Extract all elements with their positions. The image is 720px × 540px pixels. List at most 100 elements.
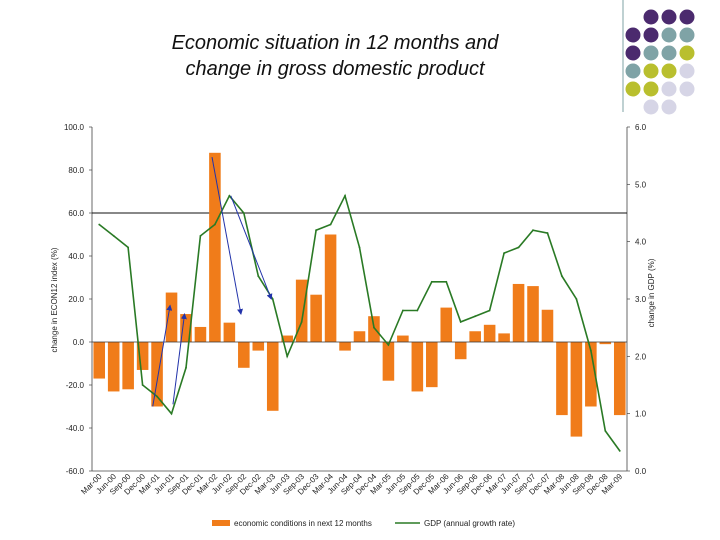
gdp-point-Mar-06 (445, 280, 448, 283)
decorative-dot (625, 63, 641, 79)
gdp-point-Mar-05 (387, 343, 390, 346)
decorative-dot (661, 99, 677, 115)
gdp-point-Sep-07 (532, 229, 534, 232)
decorative-dot (679, 45, 695, 61)
decorative-dot (679, 27, 695, 43)
gdp-point-Jun-03 (286, 355, 289, 358)
gdp-point-Jun-06 (459, 321, 462, 323)
left-tick-label: -40.0 (66, 424, 85, 433)
annotation-arrow-1 (152, 304, 173, 407)
gdp-point-Dec-06 (488, 309, 491, 312)
gdp-point-Dec-08 (604, 429, 607, 432)
legend: economic conditions in next 12 months GD… (212, 519, 515, 528)
bar-Dec-01 (194, 326, 207, 342)
decorative-dot (661, 45, 677, 61)
bar-Mar-06 (440, 307, 453, 342)
bar-Jun-07 (512, 283, 525, 342)
gdp-point-Mar-04 (329, 223, 332, 226)
gdp-point-Dec-04 (373, 326, 375, 329)
gdp-point-Dec-02 (257, 275, 260, 277)
bar-Mar-08 (556, 342, 568, 416)
gdp-point-Jun-05 (401, 309, 404, 312)
gdp-point-Mar-09 (618, 450, 621, 452)
bar-Dec-02 (252, 342, 265, 351)
bar-Jun-02 (223, 322, 236, 342)
bar-Mar-07 (498, 333, 510, 342)
annotation-arrow-3 (211, 157, 243, 316)
decorative-dot (661, 81, 677, 97)
bar-Dec-05 (426, 342, 438, 388)
annotation-arrow-2 (172, 313, 187, 405)
right-tick-label: 2.0 (635, 352, 647, 361)
right-tick-label: 3.0 (635, 295, 647, 304)
decorative-dot (679, 63, 695, 79)
decorative-dot (643, 45, 659, 61)
gdp-point-Jun-00 (112, 235, 115, 237)
bar-Jun-00 (107, 342, 120, 392)
bar-Dec-08 (599, 342, 612, 345)
decorative-dot (625, 81, 641, 97)
gdp-point-Mar-08 (561, 275, 563, 277)
bar-Mar-09 (613, 342, 626, 416)
gdp-point-Mar-02 (214, 223, 216, 226)
decorative-dot (643, 99, 659, 115)
gdp-point-Sep-04 (358, 246, 361, 249)
gdp-point-Jun-01 (170, 412, 173, 415)
left-tick-label: 20.0 (68, 295, 84, 304)
bar-Dec-07 (541, 309, 554, 342)
bar-Sep-04 (353, 331, 366, 342)
gdp-point-Mar-07 (503, 252, 505, 255)
left-tick-label: 100.0 (64, 123, 85, 132)
chart-title-line-2: change in gross domestic product (185, 58, 485, 80)
bar-Mar-05 (382, 342, 395, 381)
left-tick-label: 60.0 (68, 209, 84, 218)
gdp-point-Jun-08 (575, 298, 578, 300)
bar-Sep-05 (411, 342, 424, 392)
right-tick-label: 0.0 (635, 467, 647, 476)
bar-Jun-04 (339, 342, 351, 351)
left-tick-label: 80.0 (68, 166, 84, 175)
gdp-point-Mar-00 (98, 223, 101, 226)
bar-Sep-03 (295, 279, 308, 342)
decorative-dot (679, 9, 695, 25)
gdp-point-Sep-02 (242, 212, 245, 214)
decorative-dot (661, 63, 677, 79)
gdp-point-Sep-06 (474, 315, 477, 318)
gdp-point-Sep-01 (185, 366, 187, 369)
bar-series (93, 152, 626, 437)
decorative-dot (643, 9, 659, 25)
decorative-dot (625, 45, 641, 61)
bar-Dec-00 (136, 342, 149, 370)
gdp-point-Dec-01 (199, 235, 202, 237)
bar-Sep-07 (527, 286, 539, 342)
bar-Jun-06 (454, 342, 467, 360)
gdp-point-Jun-02 (228, 194, 231, 197)
gdp-point-Jun-07 (517, 246, 520, 249)
bar-Jun-03 (281, 335, 293, 342)
bar-Jun-05 (397, 335, 409, 342)
chart-title-line-1: Economic situation in 12 months and (171, 32, 499, 54)
right-axis-ticks: 6.0 5.0 4.0 3.0 2.0 1.0 0.0 (627, 123, 647, 476)
decorative-dot (643, 81, 659, 97)
gdp-point-Jun-04 (344, 194, 346, 197)
bar-Dec-04 (368, 316, 380, 342)
decorative-dot (679, 81, 695, 97)
right-tick-label: 1.0 (635, 410, 647, 419)
decorative-dot (625, 27, 641, 43)
bar-Sep-00 (122, 342, 134, 390)
gdp-point-Dec-07 (546, 232, 549, 234)
left-tick-label: -60.0 (66, 467, 85, 476)
right-axis-label: change in GDP (%) (647, 258, 656, 327)
bar-Sep-06 (469, 331, 481, 342)
right-tick-label: 4.0 (635, 238, 647, 247)
left-tick-label: -20.0 (66, 381, 85, 390)
bar-Mar-00 (93, 342, 106, 379)
annotation-arrows (152, 157, 273, 407)
bar-Mar-04 (324, 234, 337, 342)
bar-Dec-06 (483, 324, 496, 342)
annotation-arrow-4 (230, 195, 273, 300)
gdp-point-Sep-05 (416, 309, 419, 312)
gdp-point-Sep-00 (127, 246, 130, 249)
